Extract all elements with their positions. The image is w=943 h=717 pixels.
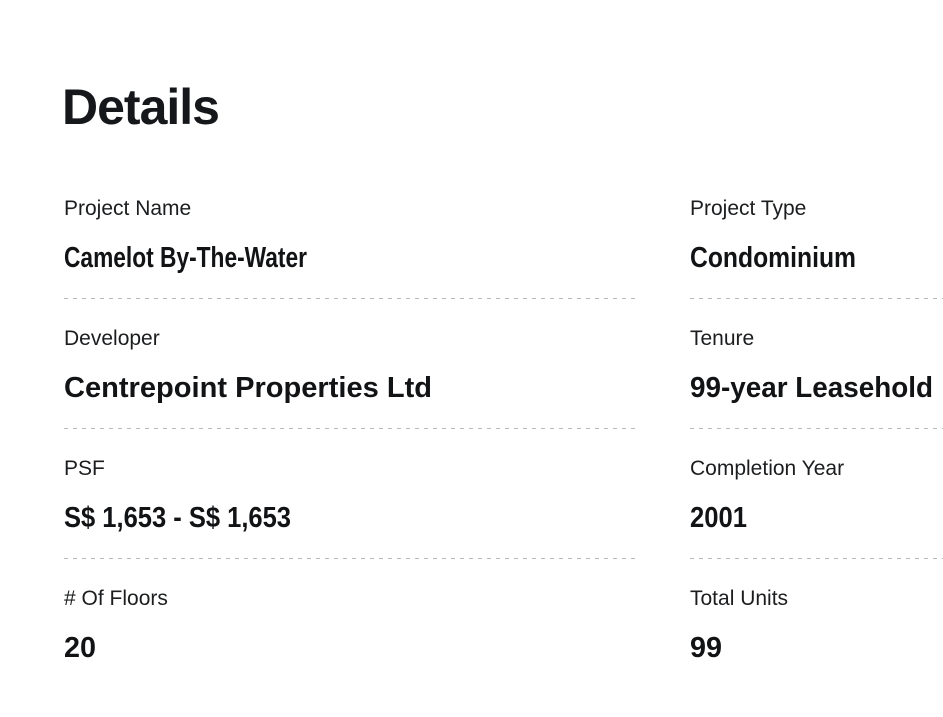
svg-text:20: 20 xyxy=(64,632,96,664)
svg-text:99: 99 xyxy=(690,632,722,664)
svg-text:S$ 1,653 - S$ 1,653: S$ 1,653 - S$ 1,653 xyxy=(64,502,291,534)
svg-text:2001: 2001 xyxy=(690,502,747,534)
svg-text:Camelot By-The-Water: Camelot By-The-Water xyxy=(64,242,307,274)
svg-text:Condominium: Condominium xyxy=(690,242,856,274)
svg-text:99-year Leasehold: 99-year Leasehold xyxy=(690,372,933,404)
svg-text:Centrepoint Properties Ltd: Centrepoint Properties Ltd xyxy=(64,372,432,404)
